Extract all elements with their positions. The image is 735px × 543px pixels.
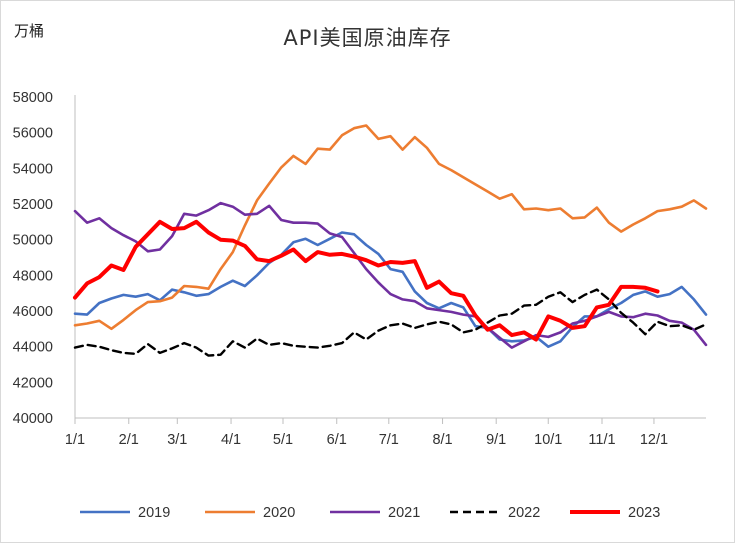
x-tick-label: 3/1	[167, 432, 187, 448]
series-line-2022	[73, 288, 708, 357]
y-unit-label: 万桶	[14, 22, 45, 40]
legend-label-2019: 2019	[138, 505, 170, 521]
x-tick-label: 10/1	[534, 432, 562, 448]
series-line-2021	[73, 201, 708, 349]
x-tick-label: 12/1	[640, 432, 668, 448]
legend-label-2023: 2023	[628, 505, 660, 521]
x-tick-label: 2/1	[119, 432, 139, 448]
series-line-2023	[73, 219, 660, 342]
x-tick-label: 8/1	[432, 432, 452, 448]
y-tick-label: 50000	[13, 233, 53, 249]
x-tick-label: 9/1	[486, 432, 506, 448]
x-tick-label: 1/1	[65, 432, 85, 448]
x-tick-label: 5/1	[273, 432, 293, 448]
y-tick-label: 56000	[13, 126, 53, 142]
plot-area	[73, 124, 708, 357]
legend-label-2021: 2021	[388, 505, 420, 521]
x-tick-label: 11/1	[588, 432, 615, 448]
series-line-2019	[73, 231, 708, 349]
y-tick-label: 48000	[13, 268, 53, 284]
legend: 2019 2020 2021 2022 2023	[80, 505, 660, 521]
y-tick-label: 58000	[13, 90, 53, 106]
y-tick-label: 54000	[13, 161, 53, 177]
x-tick-label: 6/1	[327, 432, 347, 448]
x-tick-label: 4/1	[221, 432, 241, 448]
legend-label-2022: 2022	[508, 505, 540, 521]
x-tick-label: 7/1	[379, 432, 399, 448]
axes: 40000 42000 44000 46000 48000 50000 52000 54000…	[13, 90, 706, 448]
y-tick-label: 42000	[13, 375, 53, 391]
series-line-2020	[73, 124, 708, 331]
y-tick-label: 40000	[13, 411, 53, 427]
chart-title: API美国原油库存	[283, 26, 452, 50]
y-tick-label: 46000	[13, 304, 53, 320]
legend-label-2020: 2020	[263, 505, 295, 521]
y-tick-label: 44000	[13, 340, 53, 356]
y-tick-label: 52000	[13, 197, 53, 213]
